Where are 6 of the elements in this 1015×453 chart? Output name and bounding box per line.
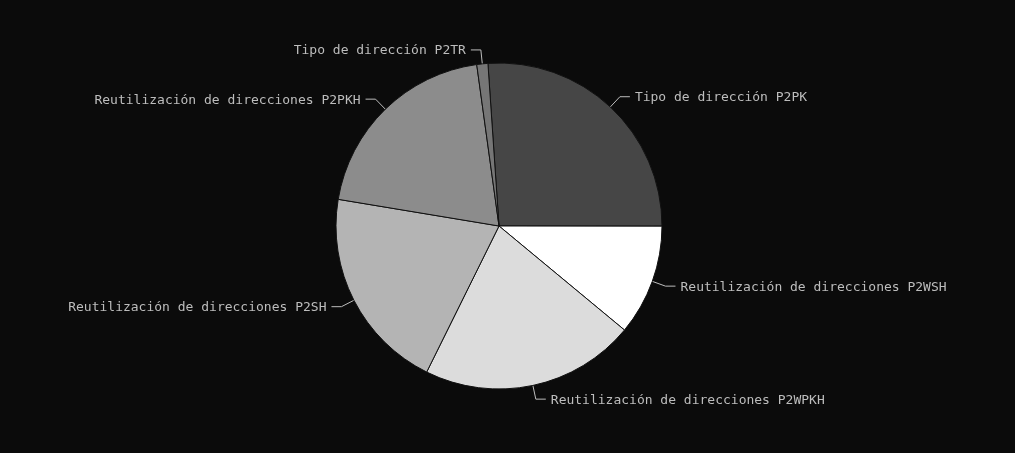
slice-label: Reutilización de direcciones P2PKH [94,91,361,107]
slice-label: Reutilización de direcciones P2WSH [680,278,947,294]
slice-label: Reutilización de direcciones P2SH [68,299,327,315]
slice-label: Reutilización de direcciones P2WPKH [550,391,825,407]
slice-label: Tipo de dirección P2TR [293,42,467,58]
slice-label: Tipo de dirección P2PK [634,89,808,105]
